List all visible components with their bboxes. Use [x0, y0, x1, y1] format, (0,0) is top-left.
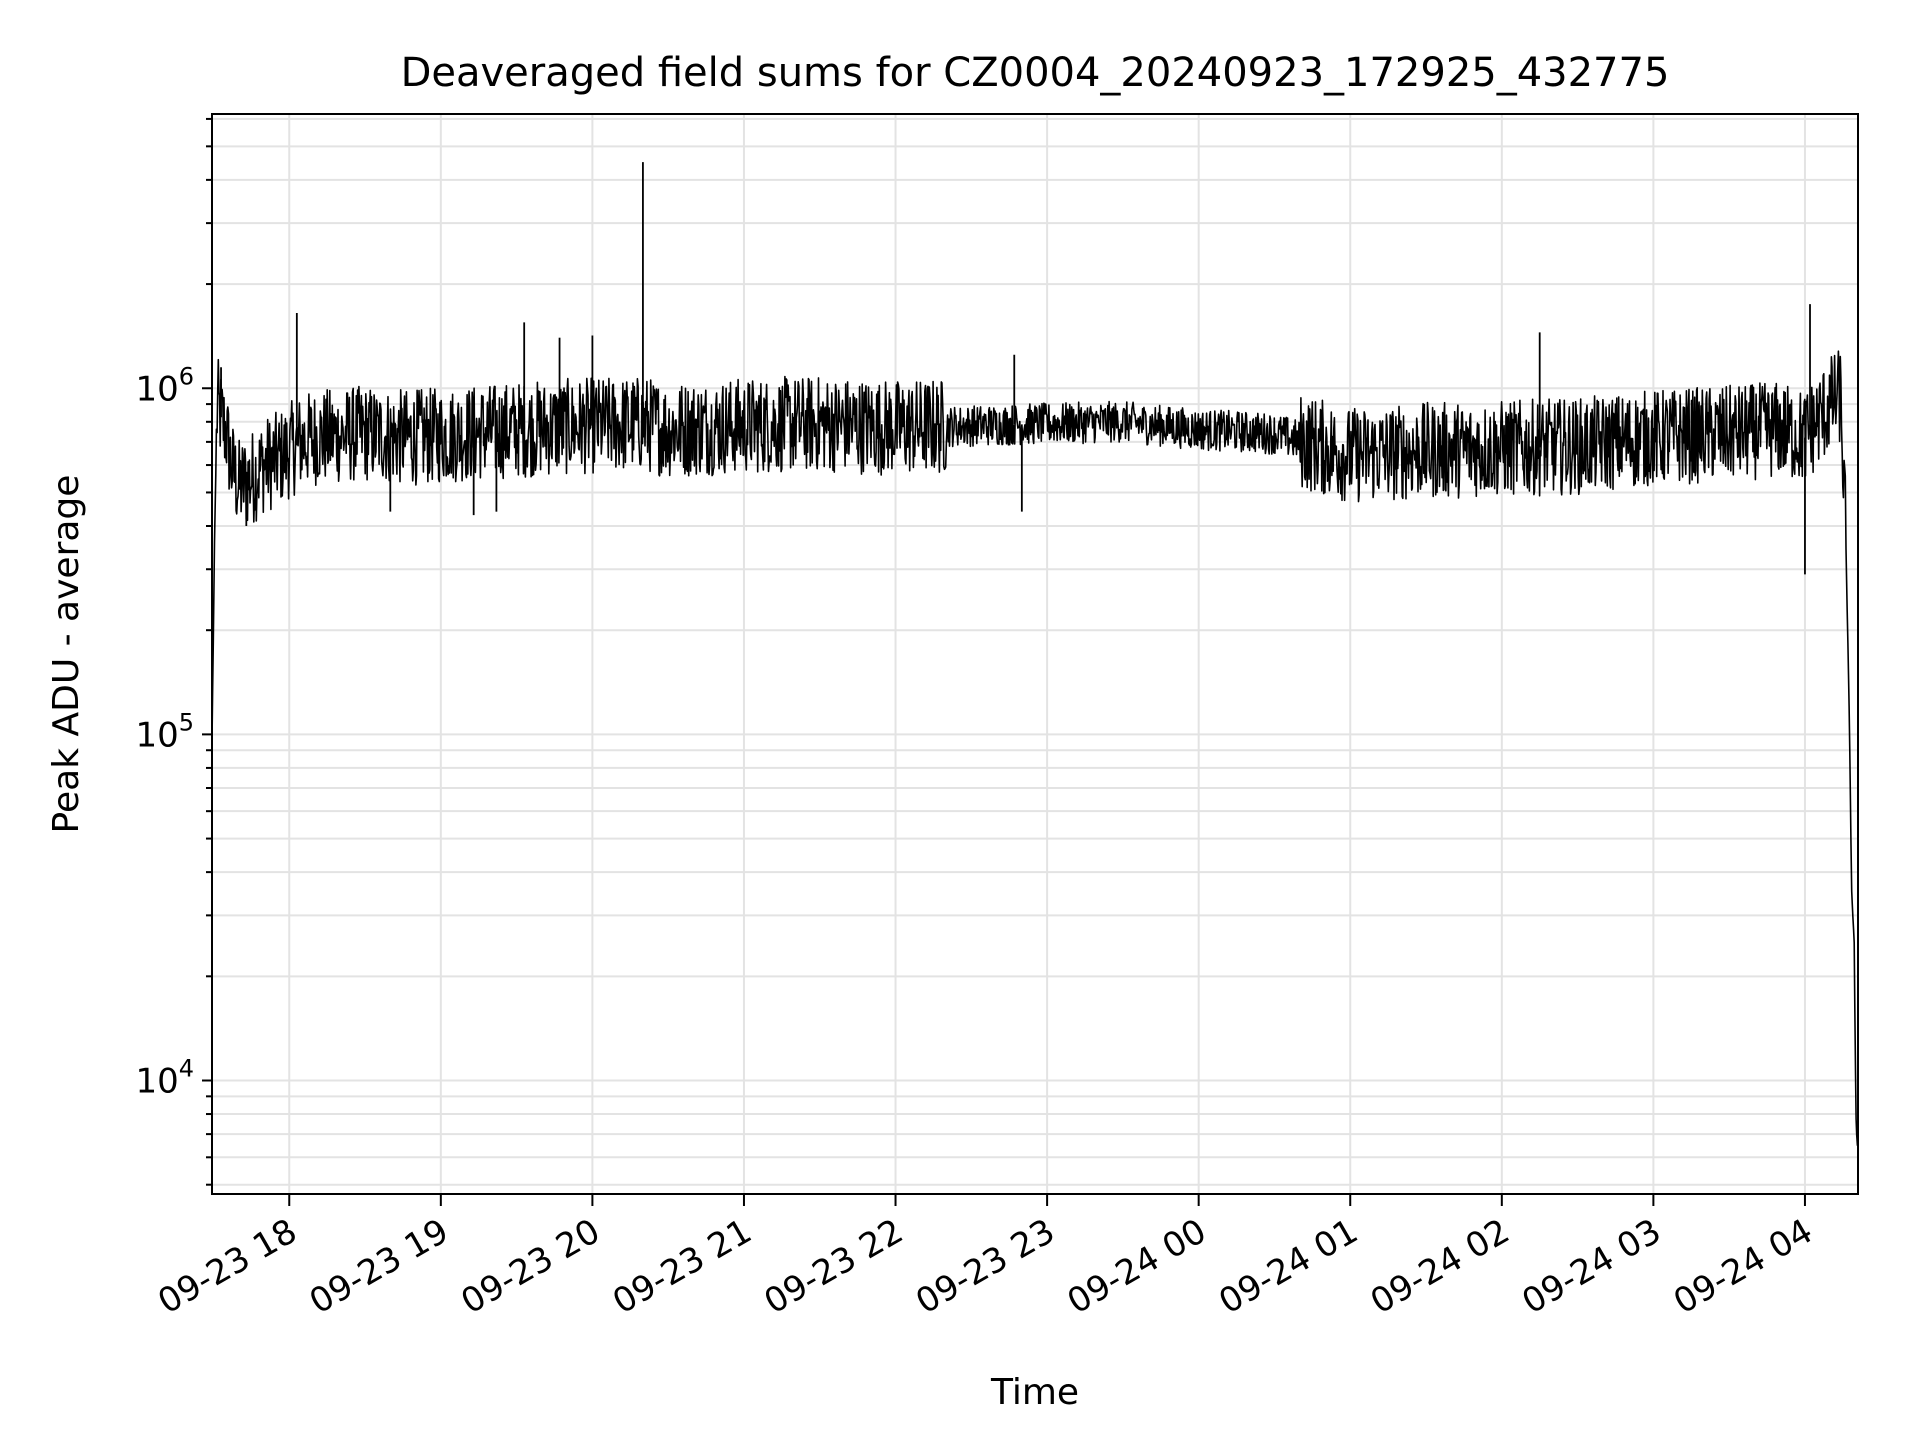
x-tick-label: 09-24 03 — [1515, 1211, 1667, 1322]
x-tick-label: 09-24 00 — [1061, 1211, 1213, 1322]
y-tick-label: 104 — [135, 1055, 194, 1102]
x-tick-label: 09-24 01 — [1212, 1211, 1364, 1322]
y-tick-exponent: 4 — [179, 1055, 194, 1083]
y-tick-label: 105 — [135, 708, 194, 755]
x-tick-label: 09-23 21 — [606, 1211, 758, 1322]
x-tick-label: 09-23 22 — [758, 1211, 910, 1322]
y-tick-exponent: 5 — [179, 708, 194, 736]
grid-layer — [212, 114, 1858, 1194]
y-axis-label: Peak ADU - average — [46, 475, 87, 834]
y-tick-base: 10 — [135, 369, 178, 409]
y-tick-label: 106 — [135, 362, 194, 409]
y-tick-base: 10 — [135, 715, 178, 755]
x-tick-label: 09-24 04 — [1667, 1211, 1819, 1322]
x-axis-label: Time — [990, 1372, 1079, 1413]
y-tick-base: 10 — [135, 1062, 178, 1102]
y-tick-exponent: 6 — [179, 362, 194, 390]
x-tick-label: 09-23 18 — [151, 1211, 303, 1322]
series-line — [211, 350, 1859, 1147]
x-tick-label: 09-24 02 — [1364, 1211, 1516, 1322]
chart-title: Deaveraged field sums for CZ0004_2024092… — [401, 50, 1670, 96]
plot-frame — [211, 113, 1859, 1195]
x-tick-label: 09-23 20 — [455, 1211, 607, 1322]
data-layer — [211, 162, 1859, 1147]
x-tick-label: 09-23 23 — [909, 1211, 1061, 1322]
x-tick-label: 09-23 19 — [303, 1211, 455, 1322]
